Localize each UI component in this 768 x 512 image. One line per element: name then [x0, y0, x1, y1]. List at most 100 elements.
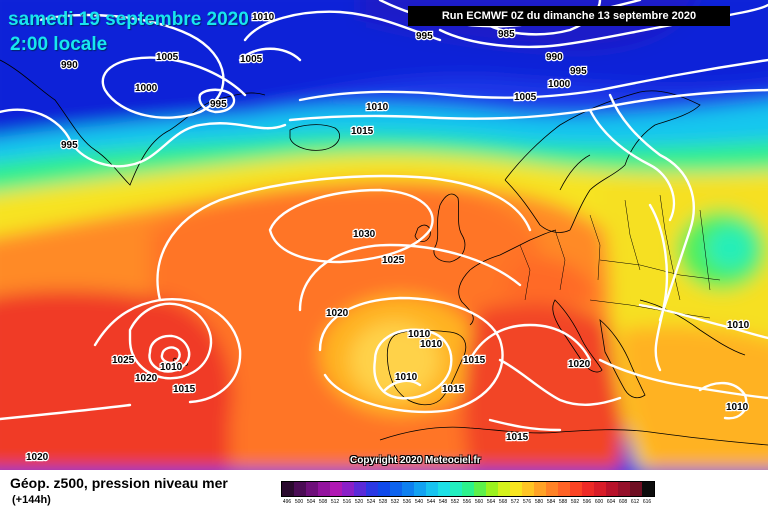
isobar-label: 995: [570, 66, 587, 77]
colorbar-cell: [414, 482, 426, 496]
colorbar-tick-label: 572: [510, 499, 520, 505]
colorbar-cell: [330, 482, 342, 496]
isobar-label: 995: [210, 99, 227, 110]
model-run-banner: Run ECMWF 0Z du dimanche 13 septembre 20…: [408, 6, 730, 26]
isobar-label: 1020: [26, 452, 49, 463]
colorbar-cell: [318, 482, 330, 496]
colorbar-cell: [306, 482, 318, 496]
colorbar-cell: [426, 482, 438, 496]
isobar-label: 995: [61, 140, 78, 151]
isobar-label: 990: [546, 52, 563, 63]
colorbar-tick-label: 528: [378, 499, 388, 505]
colorbar-tick-label: 500: [294, 499, 304, 505]
colorbar-cell: [558, 482, 570, 496]
colorbar-tick-label: 520: [354, 499, 364, 505]
colorbar-cell: [294, 482, 306, 496]
colorbar-tick-label: 608: [618, 499, 628, 505]
colorbar-tick-label: 568: [498, 499, 508, 505]
isobar-label: 1000: [135, 83, 158, 94]
field-description: Géop. z500, pression niveau mer: [10, 475, 228, 491]
colorbar-tick-label: 540: [414, 499, 424, 505]
model-run-text: Run ECMWF 0Z du dimanche 13 septembre 20…: [441, 10, 697, 22]
colorbar-cell: [354, 482, 366, 496]
isobar-label: 1000: [548, 79, 571, 90]
isobar-label: 1010: [395, 372, 418, 383]
colorbar-cell: [366, 482, 378, 496]
isobar-label: 1010: [726, 402, 749, 413]
geopotential-color-field: [0, 0, 768, 470]
colorbar-cell: [390, 482, 402, 496]
colorbar-cell: [606, 482, 618, 496]
colorbar-tick-label: 532: [390, 499, 400, 505]
colorbar-cell: [618, 482, 630, 496]
colorbar-tick-label: 504: [306, 499, 316, 505]
colorbar-cell: [534, 482, 546, 496]
isobar-label: 1005: [514, 92, 537, 103]
isobar-label: 1025: [382, 255, 405, 266]
colorbar-tick-label: 512: [330, 499, 340, 505]
lead-time-label: (+144h): [12, 494, 51, 506]
colorbar-cell: [462, 482, 474, 496]
isobar-label: 995: [416, 31, 433, 42]
isobar-labels: 1005 990 1000 995 995 1005 1010 995 985 …: [25, 11, 751, 464]
isobar-label: 1010: [366, 102, 389, 113]
colorbar-cell: [642, 482, 654, 496]
colorbar-cell: [546, 482, 558, 496]
colorbar-tick-label: 588: [558, 499, 568, 505]
colorbar-cell: [474, 482, 486, 496]
isobar-label: 1020: [326, 308, 349, 319]
colorbar-tick-label: 548: [438, 499, 448, 505]
colorbar-tick-label: 496: [282, 499, 292, 505]
colorbar-cell: [510, 482, 522, 496]
isobar-label: 1020: [135, 373, 158, 384]
colorbar-cell: [630, 482, 642, 496]
colorbar-tick-label: 564: [486, 499, 496, 505]
colorbar-tick-labels: 496 500 504 508 512 516 520 524 528 532 536 540 544 5…: [281, 499, 653, 505]
isobar-label: 985: [498, 29, 515, 40]
isobar-label: 1010: [420, 339, 443, 350]
colorbar-tick-label: 616: [642, 499, 652, 505]
isobar-label: 1010: [252, 12, 275, 23]
colorbar-tick-label: 508: [318, 499, 328, 505]
colorbar-cell: [402, 482, 414, 496]
colorbar-tick-label: 596: [582, 499, 592, 505]
colorbar-tick-label: 592: [570, 499, 580, 505]
isobar-label: 1015: [506, 432, 529, 443]
colorbar-tick-label: 544: [426, 499, 436, 505]
isobar-label: 1015: [463, 355, 486, 366]
colorbar-tick-label: 576: [522, 499, 532, 505]
colorbar-tick-label: 604: [606, 499, 616, 505]
geopotential-map: 1005 990 1000 995 995 1005 1010 995 985 …: [0, 0, 768, 470]
forecast-date-title: samedi 19 septembre 2020: [8, 9, 249, 30]
isobar-label: 1005: [156, 52, 179, 63]
isobar-label: 1010: [408, 329, 431, 340]
legend-footer: Géop. z500, pression niveau mer (+144h) …: [0, 470, 768, 512]
isobars: [0, 0, 768, 430]
colorbar-tick-label: 516: [342, 499, 352, 505]
isobar-label: 1025: [112, 355, 135, 366]
colorbar-cell: [438, 482, 450, 496]
colorbar-tick-label: 584: [546, 499, 556, 505]
colorbar-tick-label: 612: [630, 499, 640, 505]
isobar-label: 1030: [353, 229, 376, 240]
colorbar-tick-label: 536: [402, 499, 412, 505]
forecast-time-title: 2:00 locale: [10, 34, 108, 55]
colorbar-cell: [486, 482, 498, 496]
colorbar: [281, 481, 655, 497]
isobar-label: 1015: [351, 126, 374, 137]
colorbar-cell: [570, 482, 582, 496]
colorbar-tick-label: 524: [366, 499, 376, 505]
colorbar-cell: [582, 482, 594, 496]
colorbar-tick-label: 560: [474, 499, 484, 505]
isobar-label: 1005: [240, 54, 263, 65]
colorbar-cell: [594, 482, 606, 496]
colorbar-tick-label: 552: [450, 499, 460, 505]
colorbar-cell: [342, 482, 354, 496]
isobar-label: 1015: [442, 384, 465, 395]
copyright-notice: Copyright 2020 Meteociel.fr: [350, 455, 481, 466]
isobar-label: 1010: [160, 362, 183, 373]
colorbar-cell: [522, 482, 534, 496]
isobar-label: 1010: [727, 320, 750, 331]
isobar-label: 1015: [173, 384, 196, 395]
